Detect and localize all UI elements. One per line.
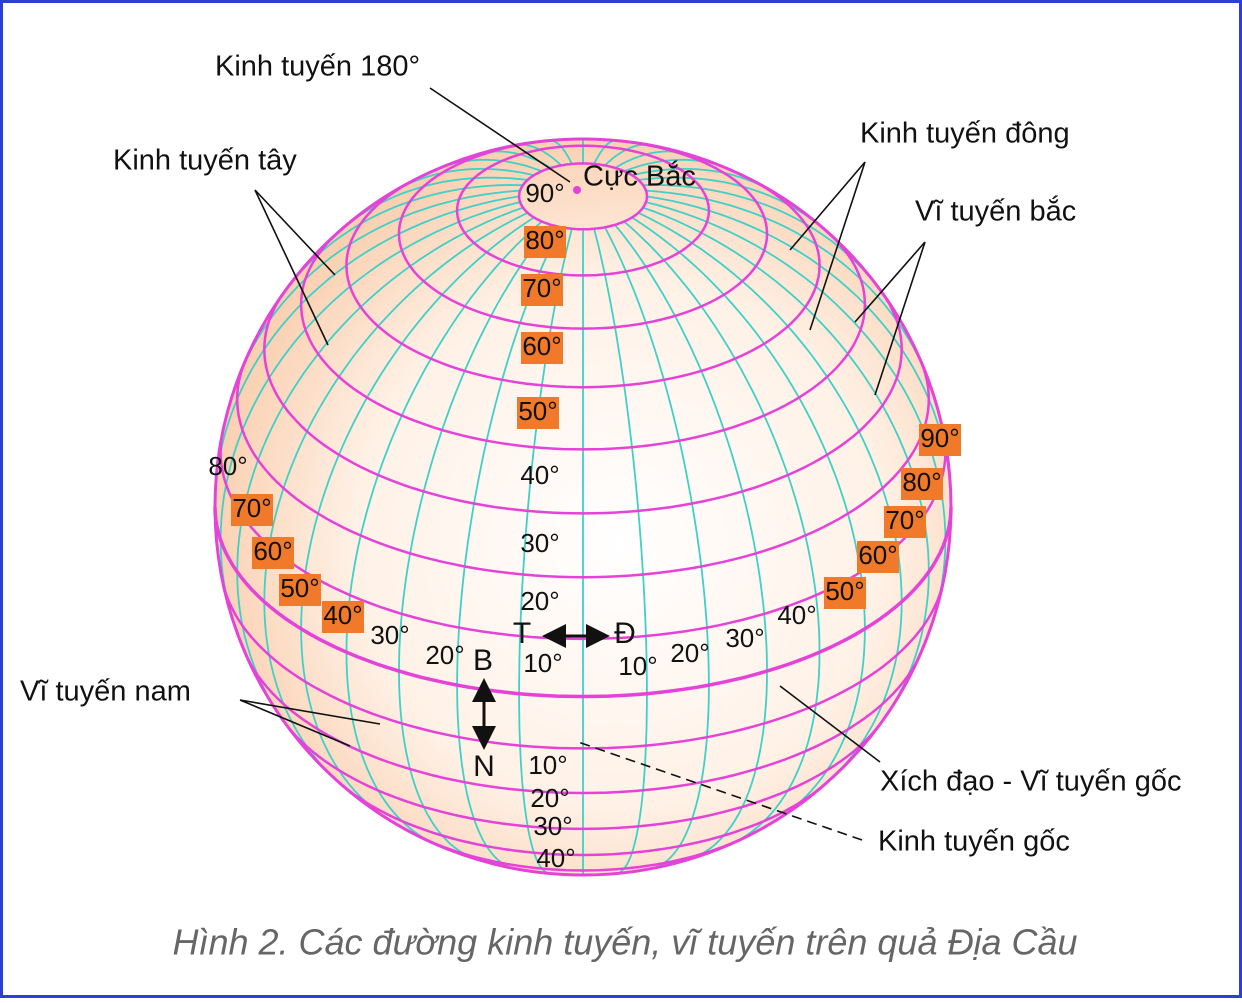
grid-line	[398, 224, 552, 860]
grid-line	[343, 785, 823, 857]
highlight	[901, 468, 943, 500]
degree-label: 50°	[825, 576, 864, 606]
highlight	[279, 574, 321, 606]
callout: Vĩ tuyến nam	[20, 676, 191, 708]
globe-outline	[213, 137, 953, 877]
degree-label: 70°	[522, 273, 561, 303]
highlight	[521, 274, 563, 306]
direction: N	[473, 750, 495, 783]
degree-label: 30°	[370, 620, 409, 650]
highlight	[524, 226, 566, 258]
caption: Hình 2. Các đường kinh tuyến, vĩ tuyến t…	[172, 922, 1077, 963]
callout: Kinh tuyến đông	[860, 118, 1070, 150]
callout: Xích đạo - Vĩ tuyến gốc	[880, 766, 1181, 798]
grid-line	[222, 587, 944, 750]
degree-label: 40°	[536, 843, 575, 873]
grid-line	[263, 211, 529, 777]
callout: Cực Bắc	[583, 160, 696, 193]
degree-label: 20°	[425, 640, 464, 670]
grid-line	[642, 184, 884, 294]
grid-line	[286, 725, 880, 831]
degree-label: 50°	[280, 573, 319, 603]
degree-label: 10°	[523, 648, 562, 678]
degree-label: 70°	[885, 505, 924, 535]
grid-line	[455, 144, 711, 277]
degree-label: 50°	[518, 396, 557, 426]
degree-label: 30°	[533, 811, 572, 841]
leaders	[239, 87, 926, 841]
grid-line	[397, 137, 769, 330]
degree-label: 80°	[208, 451, 247, 481]
grid-line	[235, 361, 931, 579]
direction: Đ	[614, 617, 636, 650]
degree-label: 60°	[858, 540, 897, 570]
degree-label: 90°	[525, 178, 564, 208]
degree-label: 10°	[528, 750, 567, 780]
degree-label: 40°	[777, 600, 816, 630]
callout: Vĩ tuyến bắc	[915, 195, 1076, 228]
degree-label: 40°	[520, 460, 559, 490]
grid-line	[213, 506, 953, 699]
direction: B	[473, 644, 493, 677]
grid-line	[614, 224, 768, 860]
degree-label: 40°	[323, 600, 362, 630]
grid-line	[263, 292, 903, 515]
degree-label: 70°	[232, 493, 271, 523]
grid-line	[237, 189, 521, 379]
degree-label: 20°	[530, 783, 569, 813]
grid-line	[246, 657, 920, 795]
highlight	[857, 541, 899, 573]
grid-line	[631, 216, 866, 820]
degree-label: 20°	[670, 638, 709, 668]
grid-line	[623, 220, 821, 843]
highlight	[252, 537, 294, 569]
pole-dot	[573, 186, 581, 194]
degree-label: 80°	[902, 467, 941, 497]
callout: Kinh tuyến 180°	[215, 51, 420, 83]
degree-label: 30°	[520, 528, 559, 558]
degree-label: 80°	[525, 225, 564, 255]
degree-label: 20°	[520, 586, 559, 616]
degree-label: 60°	[253, 536, 292, 566]
degree-label: 90°	[920, 423, 959, 453]
grid-line	[637, 211, 903, 777]
grid-line	[517, 162, 649, 231]
highlight	[884, 506, 926, 538]
highlight	[824, 577, 866, 609]
grid-line	[299, 230, 867, 451]
callout: Kinh tuyến tây	[113, 145, 297, 177]
callout: Kinh tuyến gốc	[878, 826, 1070, 858]
highlight	[521, 332, 563, 364]
grid-line	[282, 184, 524, 294]
grid-line	[456, 226, 562, 869]
degree-label: 60°	[522, 331, 561, 361]
grid-line	[593, 228, 648, 875]
highlight	[322, 601, 364, 633]
grid-line	[345, 220, 543, 843]
grid-line	[645, 189, 929, 379]
highlight	[517, 397, 559, 429]
highlight	[231, 494, 273, 526]
highlight	[919, 424, 961, 456]
grid-line	[300, 216, 535, 820]
grid-line	[345, 179, 821, 389]
grid-line	[604, 226, 710, 869]
degree-label: 10°	[618, 651, 657, 681]
direction: T	[513, 617, 531, 650]
degree-label: 30°	[725, 623, 764, 653]
